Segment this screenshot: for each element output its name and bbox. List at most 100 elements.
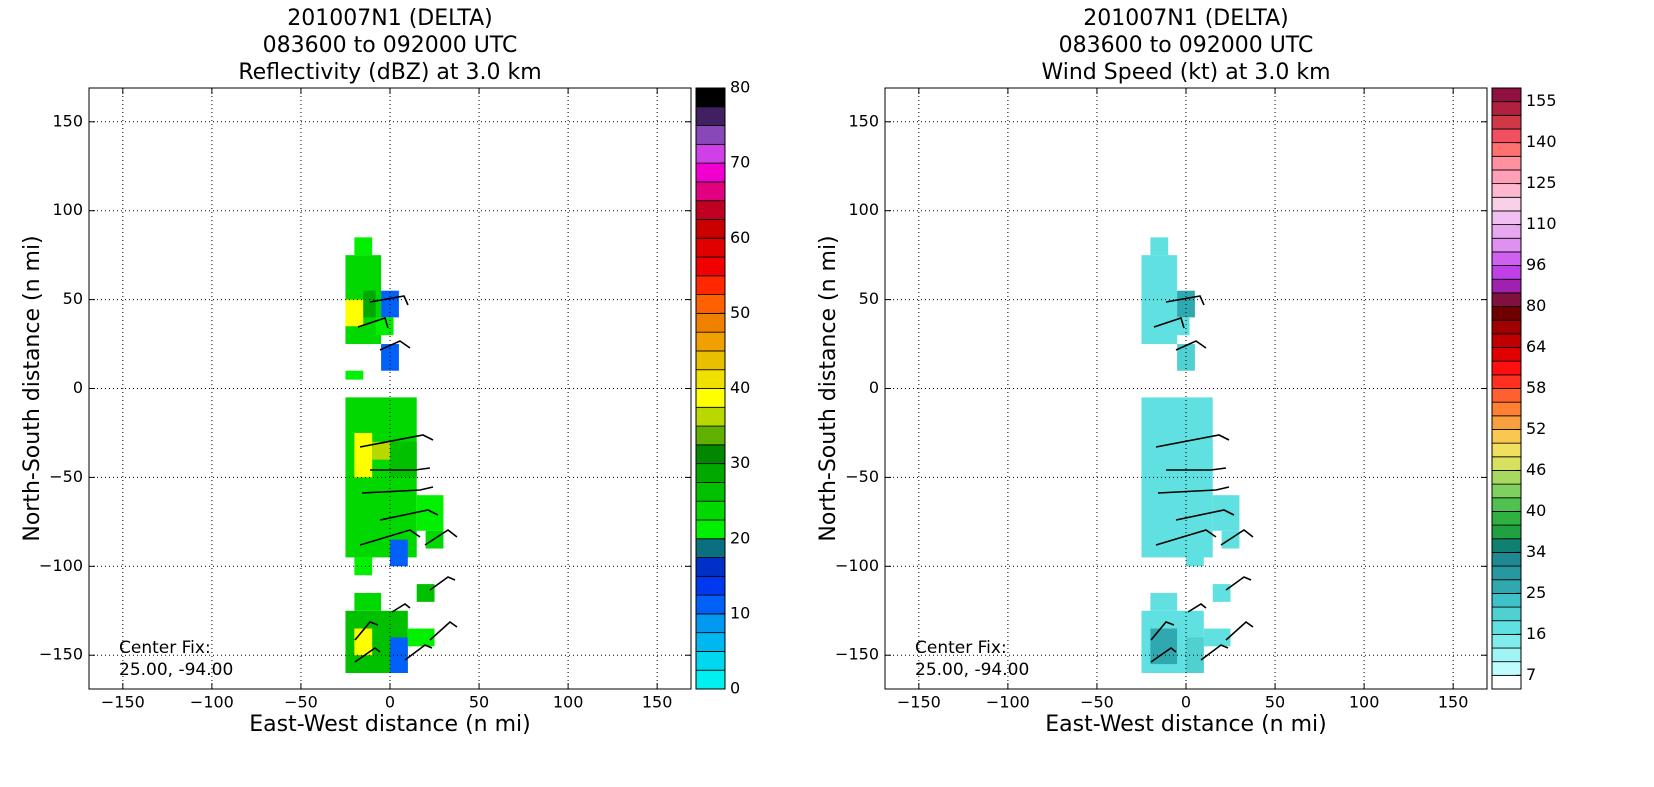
colorbar-segment [695,181,726,202]
colorbar-tick-label: 155 [1526,91,1557,110]
colorbar-segment [695,669,726,690]
radar-cell [390,539,408,567]
colorbar-frame [1491,87,1522,690]
colorbar-segment [695,350,726,371]
colorbar-tick-label: 40 [1526,501,1546,520]
colorbar-segment [695,575,726,596]
colorbar-segment [1491,333,1522,348]
colorbar-tick-label: 0 [730,679,740,698]
colorbar-segment [695,219,726,239]
colorbar-segment [1491,497,1522,512]
radar-cell [390,637,408,673]
colorbar-segment [1491,278,1522,294]
y-tick-label: 150 [848,111,879,130]
colorbar-segment [1491,552,1522,567]
radar-cell [372,441,390,460]
wind-barb [429,576,456,591]
colorbar-tick-label: 16 [1526,624,1546,643]
colorbar-segment [1491,538,1522,553]
colorbar-segment [695,425,726,446]
y-tick-label: −150 [39,645,83,664]
colorbar-tick-label: 46 [1526,460,1546,479]
wind-barb [424,529,458,546]
colorbar-segment [1491,374,1522,389]
y-tick-label: −100 [835,556,879,575]
chart-title: 201007N1 (DELTA) [1083,6,1288,31]
colorbar-tick-label: 50 [730,303,750,322]
colorbar-segment [1491,674,1522,690]
x-tick-label: 100 [553,693,584,712]
colorbar-segment [1491,319,1522,335]
x-tick-label: 50 [469,693,489,712]
x-axis-label: East-West distance (n mi) [249,712,530,737]
radar-cell [1150,592,1178,611]
wind-barb [369,295,409,306]
colorbar-segment [1491,292,1522,307]
chart-title: Reflectivity (dBZ) at 3.0 km [238,60,541,85]
colorbar-segment [1491,224,1522,239]
radar-cell [363,290,376,318]
colorbar-tick-label: 40 [730,378,750,397]
colorbar-segment [695,162,726,183]
colorbar-segment [1491,210,1522,225]
y-tick-label: 0 [73,378,83,397]
colorbar-segment [695,256,726,277]
radar-cell [416,495,444,531]
colorbar-segment [1491,511,1522,526]
y-tick-label: −100 [39,556,83,575]
colorbar-tick-label: 96 [1526,255,1546,274]
colorbar-segment [695,557,726,577]
colorbar-segment [1491,265,1522,280]
colorbar-segment [1491,142,1522,157]
colorbar-segment [695,594,726,615]
radar-cell [354,592,382,611]
colorbar-segment [1491,183,1522,198]
colorbar-tick-label: 125 [1526,173,1557,192]
y-tick-label: −50 [49,467,83,486]
radar-cell [1177,344,1195,371]
x-tick-label: 0 [1181,693,1191,712]
chart-title: Wind Speed (kt) at 3.0 km [1041,60,1330,85]
wind-barb [354,647,381,663]
colorbar-segment [1491,128,1522,144]
colorbar-segment [695,388,726,408]
colorbar-segment [695,143,726,164]
colorbar-segment [695,538,726,558]
y-tick-label: −150 [835,645,879,664]
x-tick-label: −50 [284,693,318,712]
wind-barb [370,467,431,471]
radar-cell [1212,495,1240,531]
colorbar-tick-label: 30 [730,453,750,472]
colorbar-segment [695,369,726,389]
colorbar-tick-label: 70 [730,153,750,172]
colorbar-segment [695,406,726,427]
colorbar-segment [1491,592,1522,608]
wind-barb [379,340,411,351]
colorbar-segment [1491,306,1522,321]
colorbar-segment [695,463,726,483]
colorbar-segment [1491,114,1522,130]
colorbar-segment [1491,633,1522,649]
colorbar-tick-label: 58 [1526,378,1546,397]
colorbar-tick-label: 140 [1526,132,1557,151]
colorbar-tick-label: 80 [1526,296,1546,315]
colorbar-segment [695,125,726,145]
colorbar-segment [1491,470,1522,485]
colorbar-segment [1491,606,1522,622]
colorbar-segment [1491,483,1522,499]
radar-cell [354,557,373,576]
annotation: 25.00, -94.00 [119,660,233,680]
colorbar-tick-label: 60 [730,228,750,247]
annotation: 25.00, -94.00 [915,660,1029,680]
x-axis-label: East-West distance (n mi) [1045,712,1326,737]
colorbar-tick-label: 64 [1526,337,1546,356]
colorbar-segment [1491,101,1522,116]
colorbar-segment [695,275,726,295]
colorbar-tick-label: 80 [730,78,750,97]
colorbar-segment [1491,169,1522,185]
radar-cell [1171,317,1190,336]
wind-barb [379,509,439,521]
radar-cell [345,370,364,380]
colorbar-frame [695,87,726,690]
colorbar-segment [695,294,726,314]
